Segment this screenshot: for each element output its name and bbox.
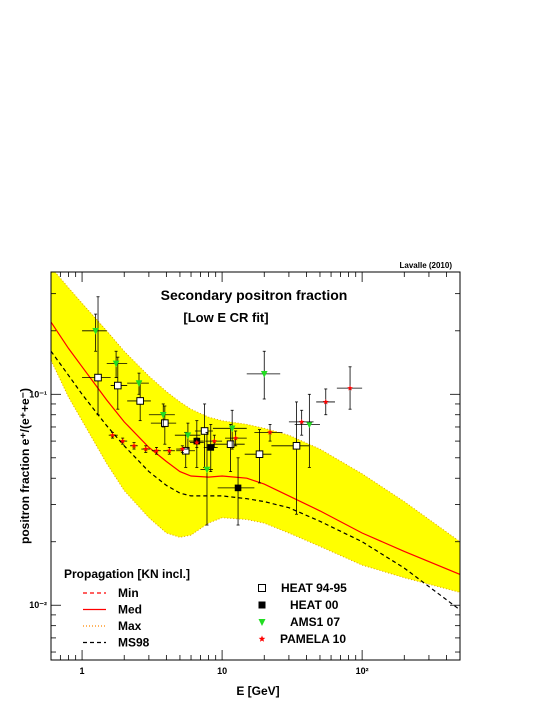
model-curve-ms98	[51, 350, 460, 611]
data-point	[232, 435, 239, 441]
data-point	[142, 446, 149, 452]
x-tick-label: 1	[80, 666, 85, 676]
legend-label-series: PAMELA 10	[280, 632, 346, 646]
y-axis-label: positron fraction e⁺/(e⁺+e⁻)	[18, 388, 32, 544]
legend-label-series: AMS1 07	[290, 615, 340, 629]
data-point	[228, 425, 236, 433]
data-legend: HEAT 94-95 HEAT 00 AMS1 07 PAMELA 10	[258, 581, 347, 646]
legend-marker	[258, 635, 266, 642]
data-point	[267, 429, 273, 435]
series-pamela-10	[108, 366, 363, 455]
data-point	[226, 440, 235, 448]
x-axis-label: E [GeV]	[236, 684, 279, 698]
chart-subtitle: [Low E CR fit]	[183, 310, 268, 325]
data-point	[211, 438, 218, 444]
data-point	[114, 381, 122, 390]
data-point	[159, 411, 167, 419]
legend-marker	[258, 619, 266, 626]
data-point	[347, 385, 353, 391]
data-point	[255, 450, 264, 459]
data-point	[322, 398, 329, 405]
data-point	[94, 373, 102, 382]
axis-ticks: 1 10 10² 10⁻² 10⁻¹	[29, 272, 461, 676]
data-point	[112, 360, 120, 368]
data-point	[292, 441, 301, 450]
data-point	[207, 444, 215, 451]
chart-title: Secondary positron fraction	[161, 287, 348, 303]
x-tick-label: 10	[217, 666, 227, 676]
data-point	[131, 442, 137, 449]
propagation-legend-title: Propagation [KN incl.]	[64, 567, 190, 581]
data-point	[203, 466, 211, 474]
y-tick-label: 10⁻¹	[29, 389, 47, 399]
data-point	[109, 432, 116, 438]
plot-area	[51, 272, 460, 611]
data-point	[166, 447, 173, 454]
legend-label-ms98: MS98	[118, 636, 150, 650]
data-point	[194, 439, 200, 446]
data-point	[135, 380, 143, 387]
y-tick-label: 10⁻²	[29, 600, 47, 610]
legend-label-series: HEAT 94-95	[281, 581, 347, 595]
data-point	[179, 446, 186, 452]
band-lower-edge	[51, 360, 460, 593]
legend-marker	[258, 601, 266, 609]
data-point	[119, 438, 126, 444]
legend-label-max: Max	[118, 619, 142, 633]
series-ams1-07	[82, 313, 320, 526]
data-point	[234, 484, 242, 492]
data-point	[184, 432, 192, 439]
data-point	[136, 397, 144, 405]
plot-content	[51, 272, 460, 611]
propagation-legend: Propagation [KN incl.] Min Med Max MS98	[64, 567, 190, 650]
credit-label: Lavalle (2010)	[400, 261, 453, 270]
legend-label-med: Med	[118, 603, 142, 617]
data-point	[306, 421, 313, 429]
data-point	[200, 427, 209, 435]
model-curve-med	[51, 321, 460, 575]
data-point	[161, 419, 169, 427]
legend-label-series: HEAT 00	[290, 598, 339, 612]
x-tick-label: 10²	[356, 666, 369, 676]
data-point	[298, 418, 305, 425]
series-heat-94-95	[82, 296, 310, 515]
legend-marker	[258, 584, 266, 592]
data-point	[92, 327, 99, 335]
legend-label-min: Min	[118, 586, 139, 600]
band-upper-edge	[54, 272, 460, 543]
data-point	[153, 447, 160, 454]
plot-frame	[50, 271, 461, 661]
data-point	[260, 371, 268, 378]
